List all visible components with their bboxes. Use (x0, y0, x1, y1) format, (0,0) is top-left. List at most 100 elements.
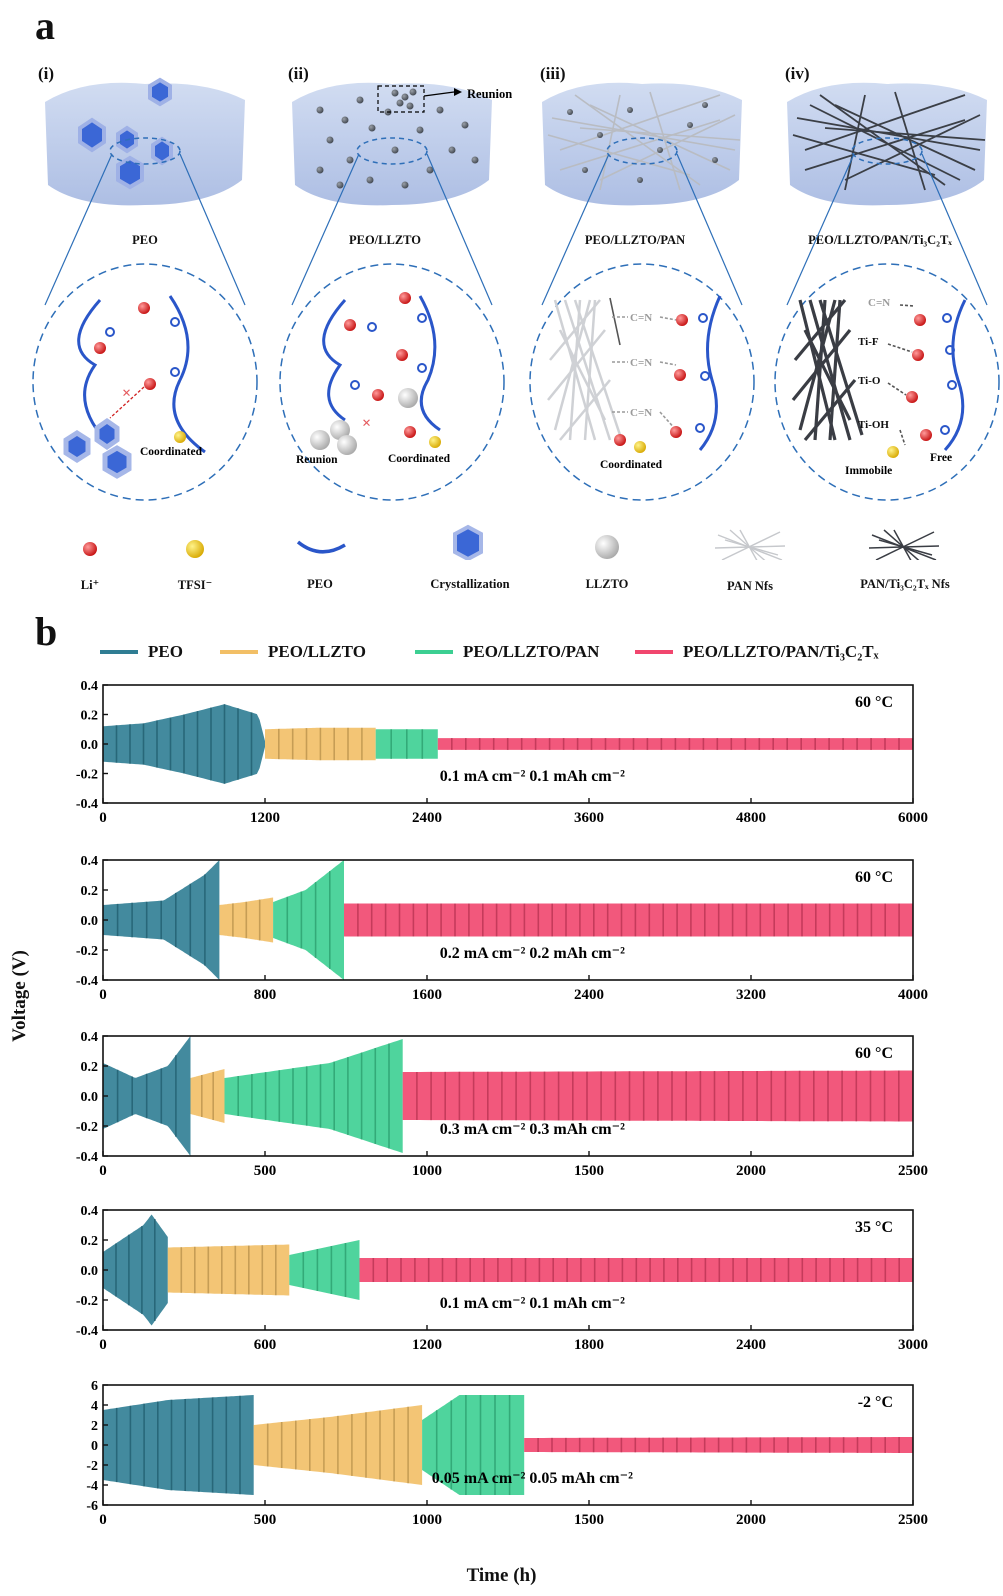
reunion-label-ii: Reunion (296, 454, 338, 466)
x-tick-label: 0 (99, 810, 107, 826)
y-tick-label: -0.2 (76, 1294, 98, 1309)
crystallization-icon (453, 524, 483, 560)
scheme-iv: C=N Ti-F Ti-O Ti-OH Immobile Free (774, 82, 1000, 501)
x-tick-label: 0 (99, 1337, 107, 1353)
x-tick-label: 1200 (250, 810, 280, 826)
y-tick-label: 0.2 (81, 709, 99, 724)
x-tick-label: 500 (254, 1512, 277, 1528)
scheme-label-i: (i) (38, 64, 55, 83)
x-tick-label: 1500 (574, 1163, 604, 1179)
x-axis-label: Time (h) (466, 1565, 537, 1586)
scheme-iii: C=N C=N C=N Coordinated (529, 82, 755, 501)
y-tick-label: -0.4 (76, 1150, 98, 1165)
llzto-icon (595, 535, 619, 559)
svg-text:Ti-F: Ti-F (858, 336, 879, 348)
free-label: Free (930, 452, 952, 464)
series-band-2 (289, 1240, 360, 1300)
condition-label: 0.05 mA cm⁻² 0.05 mAh cm⁻² (432, 1470, 633, 1487)
x-tick-label: 1200 (412, 1337, 442, 1353)
x-tick-label: 3000 (898, 1337, 928, 1353)
coordinated-label-iii: Coordinated (600, 459, 663, 471)
panel-b-letter: b (35, 609, 58, 654)
y-tick-label: 4 (91, 1399, 98, 1414)
x-tick-label: 2500 (898, 1512, 928, 1528)
chart-3: 0.4 0.2 0.0 -0.2 -0.40 500 1000 1500 2000 2500 60 … (76, 1030, 928, 1179)
tfsi-icon (186, 540, 204, 558)
composite-label-peo-llzto-pan-ti3c2tx: PEO/LLZTO/PAN/Ti₃C₂Tₓ (808, 233, 952, 247)
panel-a-legend (83, 524, 940, 560)
temperature-label: 60 °C (855, 1045, 893, 1062)
composite-label-peo-llzto: PEO/LLZTO (348, 233, 421, 247)
schematic-illustration: × Coordinated Reunion (32, 77, 1000, 560)
x-tick-label: 0 (99, 987, 107, 1003)
chart-4: 0.4 0.2 0.0 -0.2 -0.40 600 1200 1800 2400 3000 35 … (76, 1204, 928, 1353)
series-band-0 (103, 1214, 168, 1326)
x-tick-label: 0 (99, 1163, 107, 1179)
series-band-3 (344, 903, 913, 937)
y-tick-label: -6 (86, 1499, 98, 1514)
y-tick-label: -0.2 (76, 944, 98, 959)
crystallization-cluster (78, 77, 173, 190)
y-tick-label: 0.2 (81, 1060, 99, 1075)
y-tick-label: -0.4 (76, 1324, 98, 1339)
temperature-label: 35 °C (855, 1219, 893, 1236)
y-tick-label: 0.4 (81, 1204, 99, 1219)
legend-item-peo-llzto-pan: PEO/LLZTO/PAN (415, 640, 599, 664)
peo-slab (45, 82, 245, 206)
x-tick-label: 2400 (574, 987, 604, 1003)
svg-text:×: × (362, 415, 371, 432)
x-tick-label: 2000 (736, 1163, 766, 1179)
y-tick-label: 0 (91, 1439, 98, 1454)
y-tick-label: 0.4 (81, 1030, 99, 1045)
temperature-label: 60 °C (855, 694, 893, 711)
x-tick-label: 1500 (574, 1512, 604, 1528)
pan-nfs-icon (714, 529, 786, 560)
x-tick-label: 2500 (898, 1163, 928, 1179)
x-tick-label: 3200 (736, 987, 766, 1003)
legend-pan-nfs: PAN Nfs (727, 579, 773, 593)
composite-label-peo-llzto-pan: PEO/LLZTO/PAN (584, 233, 686, 247)
chart-2: 0.4 0.2 0.0 -0.2 -0.40 800 1600 2400 3200 4000 60 … (76, 854, 928, 1003)
series-band-2 (273, 860, 344, 980)
x-tick-label: 1000 (412, 1163, 442, 1179)
y-tick-label: 0.2 (81, 884, 99, 899)
pan-ti3c2tx-nfs-icon (868, 529, 940, 560)
scheme-label-iv: (iv) (785, 64, 810, 83)
x-tick-label: 3600 (574, 810, 604, 826)
y-tick-label: 0.0 (81, 914, 99, 929)
y-tick-label: 0.0 (81, 1264, 99, 1279)
x-tick-label: 6000 (898, 810, 928, 826)
immobile-label: Immobile (845, 465, 892, 477)
x-tick-label: 2000 (736, 1512, 766, 1528)
condition-label: 0.2 mA cm⁻² 0.2 mAh cm⁻² (440, 945, 625, 962)
coordinated-label-ii: Coordinated (388, 453, 451, 465)
temperature-label: 60 °C (855, 869, 893, 886)
x-tick-label: 600 (254, 1337, 277, 1353)
scheme-ii: Reunion × Reunion Coordinated (279, 82, 512, 501)
panel-b-legend: PEO PEO/LLZTO PEO/LLZTO/PAN PEO/LLZTO/PA… (100, 640, 980, 664)
y-tick-label: 0.0 (81, 738, 99, 753)
x-tick-label: 4800 (736, 810, 766, 826)
svg-text:C=N: C=N (868, 297, 890, 309)
svg-text:C=N: C=N (630, 407, 652, 419)
y-tick-label: -2 (86, 1459, 98, 1474)
li-ion-icon (83, 542, 97, 556)
condition-label: 0.1 mA cm⁻² 0.1 mAh cm⁻² (440, 768, 625, 785)
temperature-label: -2 °C (858, 1394, 893, 1411)
y-tick-label: 6 (91, 1379, 98, 1394)
y-tick-label: -4 (86, 1479, 98, 1494)
x-tick-label: 0 (99, 1512, 107, 1528)
y-tick-label: 0.0 (81, 1090, 99, 1105)
condition-label: 0.1 mA cm⁻² 0.1 mAh cm⁻² (440, 1295, 625, 1312)
scheme-i: × Coordinated (32, 77, 258, 501)
x-tick-label: 4000 (898, 987, 928, 1003)
x-tick-label: 1000 (412, 1512, 442, 1528)
series-band-1 (190, 1069, 225, 1123)
coordinated-label-i: Coordinated (140, 446, 203, 458)
y-tick-label: -0.4 (76, 797, 98, 812)
y-tick-label: -0.2 (76, 1120, 98, 1135)
chart-1: 0.4 0.2 0.0 -0.2 -0.40 1200 2400 3600 4800 6000 60… (76, 679, 928, 826)
svg-text:C=N: C=N (630, 357, 652, 369)
x-tick-label: 800 (254, 987, 277, 1003)
series-band-2 (224, 1039, 403, 1153)
